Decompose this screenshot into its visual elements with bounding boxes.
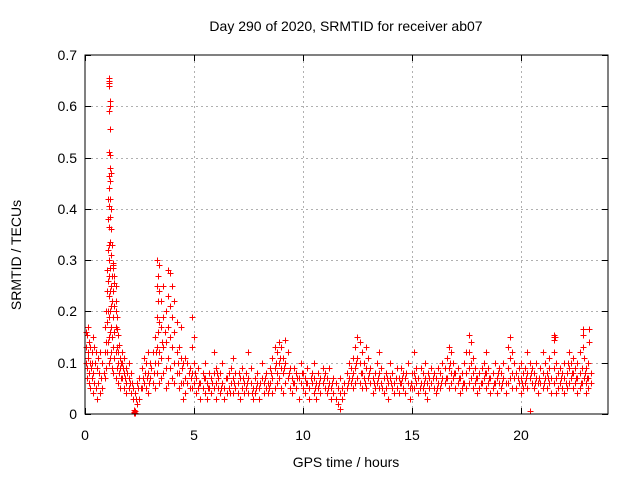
y-tick-label: 0.4 [58,201,78,217]
y-tick-label: 0.5 [58,150,78,166]
y-tick-label: 0 [69,406,77,422]
y-tick-label: 0.3 [58,252,78,268]
x-tick-label: 5 [190,427,198,443]
y-tick-label: 0.1 [58,355,78,371]
x-axis-label: GPS time / hours [293,454,400,470]
x-tick-label: 10 [295,427,311,443]
axis-ticks [85,55,608,415]
grid-lines [86,56,607,413]
x-tick-label: 20 [513,427,529,443]
y-tick-label: 0.7 [58,47,78,63]
y-tick-label: 0.6 [58,98,78,114]
x-tick-label: 15 [404,427,420,443]
scatter-series-SRMTID [83,75,595,417]
y-axis-label: SRMTID / TECUs [8,200,24,310]
data-points [83,75,595,417]
x-tick-label: 0 [81,427,89,443]
chart-title: Day 290 of 2020, SRMTID for receiver ab0… [209,18,482,34]
plot-border [84,54,609,415]
tick-labels: 0 0.1 0.2 0.3 0.4 0.5 0.6 0.7 0 5 10 15 20 [58,47,529,443]
y-tick-label: 0.2 [58,303,78,319]
